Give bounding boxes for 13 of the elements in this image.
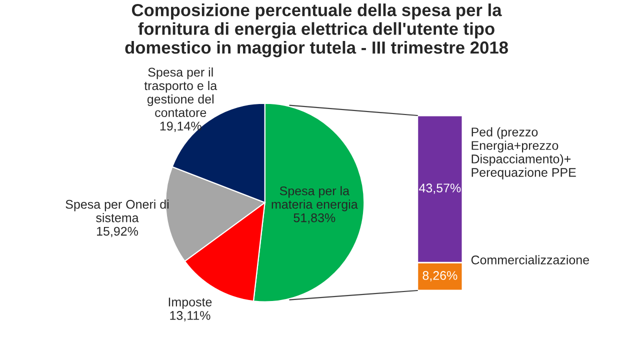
data-label: 19,14%: [160, 122, 202, 132]
slice-label: Imposte: [168, 298, 212, 309]
data-label: 13,11%: [170, 311, 210, 322]
data-label: 8,26%: [422, 271, 458, 282]
data-label: 43,57%: [419, 184, 461, 194]
series-label: Ped (prezzo Energia+prezzo Dispacciamento)+ Perequazione PPE: [472, 127, 576, 180]
data-label: 51,83%: [294, 213, 336, 224]
slice-label: Spesa per il trasporto e la gestione del contatore: [144, 67, 218, 118]
slice-label: Spesa per Oneri di sistema: [66, 200, 169, 222]
chart-title: Composizione percentuale della spesa per la fornitura di energia elettrica dell'utente tipo domestico in maggior tutela - III trimestre 2018: [125, 4, 508, 58]
series-label: Commercializzazione: [471, 255, 590, 264]
data-label: 15,92%: [97, 226, 138, 238]
slice-label: Spesa per la materia energia: [272, 186, 358, 212]
